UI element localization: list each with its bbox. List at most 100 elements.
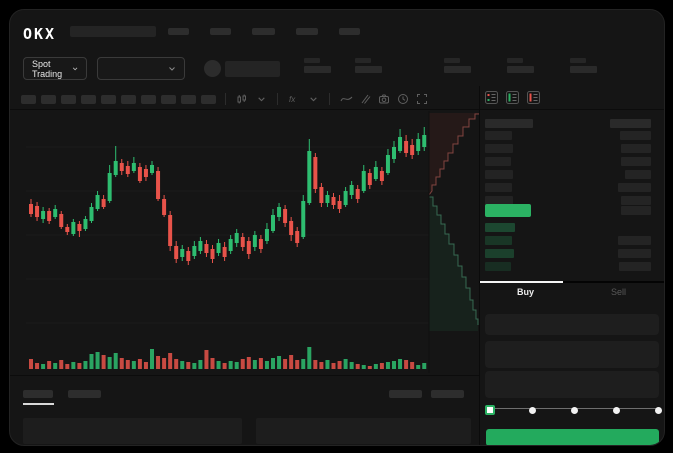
candlestick-chart[interactable] — [26, 111, 479, 373]
candle-body — [422, 135, 427, 147]
slider-handle[interactable] — [571, 407, 578, 414]
nav-item-placeholder[interactable] — [210, 28, 231, 35]
line-tool-icon[interactable] — [339, 92, 353, 106]
bid-price-bar[interactable] — [485, 223, 515, 232]
bid-amount-bar[interactable] — [618, 236, 651, 245]
candle-body — [150, 165, 154, 173]
book-bids-icon[interactable] — [506, 91, 519, 104]
bid-price-bar[interactable] — [485, 262, 511, 271]
nav-item-placeholder[interactable] — [339, 28, 360, 35]
app-window: OKX Spot Trading — [9, 9, 665, 446]
volume-bar — [246, 357, 251, 369]
volume-bar — [65, 364, 70, 369]
buy-tab-indicator — [480, 281, 563, 283]
bottom-action-placeholder[interactable] — [389, 390, 422, 398]
candle-body — [416, 139, 421, 151]
trade-input-placeholder[interactable] — [485, 371, 659, 398]
candle-body — [143, 169, 148, 177]
ask-amount-bar[interactable] — [618, 183, 651, 192]
volume-bar — [71, 362, 76, 369]
timeframe-button-placeholder[interactable] — [41, 94, 56, 104]
ask-amount-bar[interactable] — [625, 170, 651, 179]
bottom-action-placeholder[interactable] — [431, 390, 464, 398]
ask-price-bar[interactable] — [485, 196, 513, 205]
ask-price-bar[interactable] — [485, 131, 512, 140]
book-combined-icon[interactable] — [485, 91, 498, 104]
ask-price-bar[interactable] — [485, 144, 513, 153]
candle-body — [307, 151, 312, 203]
chevron-down-icon[interactable] — [306, 92, 320, 106]
candle-body — [228, 239, 233, 251]
book-asks-icon[interactable] — [527, 91, 540, 104]
ask-amount-bar[interactable] — [621, 206, 651, 215]
volume-bar — [113, 353, 118, 369]
ask-price-bar[interactable] — [485, 183, 512, 192]
candle-body — [107, 173, 112, 201]
pair-selector-dropdown[interactable] — [97, 57, 185, 80]
slider-handle[interactable] — [485, 405, 495, 415]
tab-buy[interactable]: Buy — [516, 287, 534, 297]
tab-sell[interactable]: Sell — [610, 287, 626, 297]
candle-body — [216, 243, 221, 253]
timeframe-button-placeholder[interactable] — [61, 94, 76, 104]
candle-body — [53, 209, 58, 217]
timeframe-button-placeholder[interactable] — [121, 94, 136, 104]
chevron-down-icon[interactable] — [254, 92, 268, 106]
bid-price-bar[interactable] — [485, 236, 512, 245]
ask-amount-bar[interactable] — [620, 131, 651, 140]
ask-amount-bar[interactable] — [621, 144, 651, 153]
timeframe-button-placeholder[interactable] — [201, 94, 216, 104]
timeframe-button-placeholder[interactable] — [21, 94, 36, 104]
timeframe-button-placeholder[interactable] — [181, 94, 196, 104]
candle-body — [137, 167, 142, 181]
history-clock-icon[interactable] — [396, 92, 410, 106]
ask-price-bar[interactable] — [485, 157, 511, 166]
volume-bar — [307, 347, 312, 369]
camera-icon[interactable] — [377, 92, 391, 106]
market-type-selector[interactable]: Spot Trading — [23, 57, 87, 80]
timeframe-button-placeholder[interactable] — [101, 94, 116, 104]
trade-input-placeholder[interactable] — [485, 314, 659, 335]
slider-handle[interactable] — [613, 407, 620, 414]
nav-item-placeholder[interactable] — [168, 28, 189, 35]
submit-buy-button[interactable] — [486, 429, 659, 445]
ask-amount-bar[interactable] — [621, 196, 651, 205]
bid-price-bar[interactable] — [485, 249, 514, 258]
volume-bar — [180, 361, 185, 369]
stat-placeholder — [355, 58, 382, 73]
volume-bar — [325, 360, 330, 369]
bottom-tab-placeholder[interactable] — [68, 390, 101, 398]
search-placeholder[interactable] — [70, 26, 156, 37]
nav-item-placeholder[interactable] — [252, 28, 275, 35]
volume-bar — [204, 350, 209, 369]
timeframe-button-placeholder[interactable] — [161, 94, 176, 104]
candle-body — [277, 207, 282, 217]
ask-amount-bar[interactable] — [621, 157, 651, 166]
timeframe-button-placeholder[interactable] — [141, 94, 156, 104]
compare-icon[interactable] — [358, 92, 372, 106]
bottom-tab-placeholder[interactable] — [23, 390, 53, 398]
candle-body — [410, 145, 415, 155]
nav-item-placeholder[interactable] — [296, 28, 318, 35]
candle-style-icon[interactable] — [235, 92, 249, 106]
volume-bar — [301, 359, 306, 369]
bottom-panel-left — [23, 418, 242, 444]
volume-bar — [313, 360, 318, 369]
ask-price-bar[interactable] — [485, 170, 513, 179]
timeframe-button-placeholder[interactable] — [81, 94, 96, 104]
bid-amount-bar[interactable] — [619, 262, 651, 271]
candle-body — [113, 161, 118, 175]
indicator-fx-icon[interactable]: fx — [287, 92, 301, 106]
bid-amount-bar[interactable] — [618, 249, 651, 258]
trade-input-placeholder[interactable] — [485, 341, 659, 368]
candle-body — [295, 231, 300, 243]
slider-handle[interactable] — [529, 407, 536, 414]
fullscreen-icon[interactable] — [415, 92, 429, 106]
volume-bar — [35, 363, 40, 369]
candle-body — [168, 215, 173, 246]
candle-body — [180, 249, 185, 257]
slider-handle[interactable] — [655, 407, 662, 414]
volume-bar — [95, 352, 100, 369]
stat-placeholder — [444, 58, 471, 73]
